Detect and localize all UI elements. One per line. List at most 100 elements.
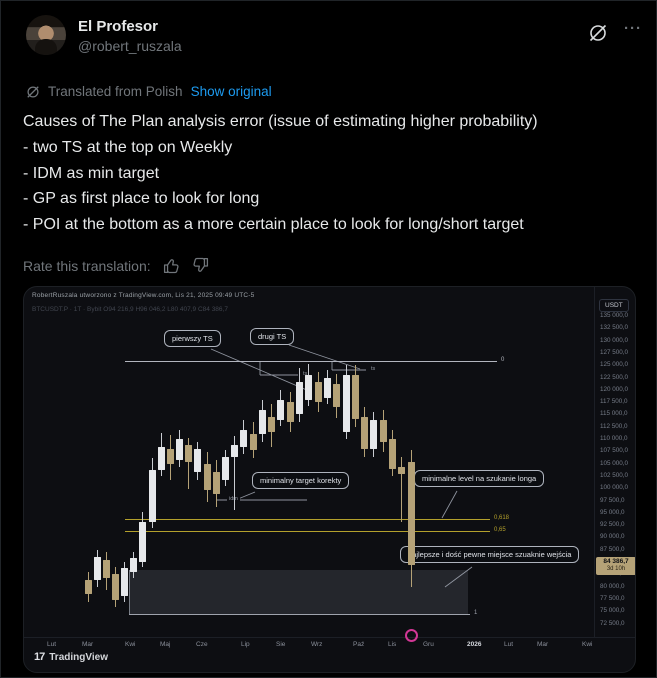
chart-image[interactable]: RobertRuszala utworzono z TradingView.co…: [23, 286, 636, 673]
price-axis-label: 110 000,0: [600, 435, 628, 442]
time-axis-label: Gru: [423, 641, 434, 648]
tweet-text-line: - GP as first place to look for long: [23, 190, 260, 208]
time-axis-label: Maj: [160, 641, 171, 648]
price-axis: USDT 135 000,0 132 500,0 130 000,0 127 500,…: [594, 287, 635, 637]
fib-label: 0,65: [494, 527, 506, 534]
candle-wick: [401, 457, 402, 523]
candle: [352, 375, 359, 419]
callout-best-entry: najlepsze i dość pewne miejsce szuaknie …: [400, 546, 580, 563]
price-axis-label: 122 500,0: [600, 373, 629, 381]
more-menu-button[interactable]: ···: [624, 20, 642, 37]
price-axis-label: 120 000,0: [600, 385, 629, 393]
tweet-text-line: - two TS at the top on Weekly: [23, 138, 233, 156]
callout-min-target: minimalny target korekty: [252, 472, 350, 489]
fib-line: [125, 531, 490, 533]
candle: [213, 471, 220, 495]
tradingview-logo-mark: 17: [34, 651, 45, 663]
price-axis-label: 90 000,0: [600, 533, 625, 541]
tweet-text-line: - POI at the bottom as a more certain pl…: [23, 216, 524, 234]
candle: [167, 448, 174, 465]
candle-wick: [234, 436, 235, 510]
candle: [121, 567, 128, 596]
bar-countdown: 3d 10h: [606, 566, 626, 573]
candle: [287, 402, 294, 422]
price-axis-label: 132 500,0: [600, 324, 629, 332]
candle: [315, 381, 322, 403]
candle: [194, 448, 201, 472]
tweet-text: Causes of The Plan analysis error (issue…: [23, 109, 639, 238]
candle: [240, 430, 247, 447]
show-original-link[interactable]: Show original: [190, 84, 272, 99]
ts-marker-2: ts: [369, 366, 378, 372]
time-axis-label: Lip: [241, 641, 250, 648]
candle: [268, 416, 275, 433]
price-axis-label: 77 500,0: [600, 594, 625, 602]
candle: [103, 560, 110, 579]
time-axis-label: Lut: [504, 641, 514, 648]
candle: [185, 444, 192, 463]
time-axis-label: Cze: [196, 641, 208, 648]
callout-second-ts: drugi TS: [250, 328, 295, 345]
price-axis-label: 75 000,0: [600, 607, 625, 615]
avatar[interactable]: [26, 15, 66, 55]
candle: [305, 375, 312, 401]
candle: [250, 434, 257, 450]
candle: [333, 383, 340, 407]
price-axis-label: 100 000,0: [600, 484, 629, 492]
user-handle[interactable]: @robert_ruszala: [78, 38, 182, 54]
price-axis-label: 127 500,0: [600, 348, 629, 356]
chart-symbol-line: BTCUSDT.P · 1T · Bybit O94 216,9 H96 046…: [32, 306, 228, 313]
time-axis-label: Kwi: [125, 641, 136, 648]
time-axis-label: Lis: [388, 641, 397, 648]
idm-marker: idm: [227, 496, 240, 502]
axis-currency-label: USDT: [599, 299, 629, 312]
current-price-tag: 84 386,7 3d 10h: [596, 556, 635, 576]
translated-from-label: Translated from Polish: [48, 84, 183, 99]
thumbs-down-icon[interactable]: [192, 257, 209, 274]
current-price: 84 386,7: [603, 558, 629, 566]
grok-icon[interactable]: [588, 23, 608, 43]
rate-translation-label: Rate this translation:: [23, 257, 151, 274]
tradingview-logo: 17 TradingView: [34, 651, 108, 663]
ts-marker-1: ts: [301, 371, 310, 377]
candle: [259, 409, 266, 435]
candle: [398, 467, 405, 474]
callout-min-long-level: minimalne level na szukanie longa: [414, 470, 545, 487]
thumbs-up-icon[interactable]: [163, 257, 180, 274]
time-axis-label: Paź: [353, 641, 365, 648]
time-axis-label: 2026: [467, 641, 482, 648]
candle: [94, 557, 101, 581]
chart-attribution: RobertRuszala utworzono z TradingView.co…: [32, 292, 255, 299]
callout-first-ts: pierwszy TS: [164, 330, 221, 347]
price-axis-label: 105 000,0: [600, 459, 629, 467]
time-axis-label: Mar: [82, 641, 94, 648]
time-axis: Lut Mar Kwi Maj Cze Lip Sie Wrz Paź Lis Gru 2026 Lut…: [24, 637, 635, 652]
candle: [343, 375, 350, 433]
candle: [176, 439, 183, 461]
fib-line: [129, 614, 470, 616]
candle: [158, 446, 165, 470]
candle: [139, 522, 146, 562]
translation-bar: Translated from Polish Show original: [26, 84, 272, 99]
candle: [204, 464, 211, 491]
time-axis-label: Wrz: [311, 641, 323, 648]
fib-label: 0: [501, 357, 505, 364]
candle: [222, 457, 229, 480]
price-axis-label: 72 500,0: [600, 619, 625, 627]
price-axis-label: 95 000,0: [600, 508, 625, 516]
candle: [380, 419, 387, 442]
candle: [408, 462, 415, 565]
candle: [389, 439, 396, 469]
fib-label: 0,618: [494, 515, 510, 522]
price-axis-label: 102 500,0: [600, 471, 629, 479]
display-name[interactable]: El Profesor: [78, 18, 159, 35]
fib-line: [125, 361, 497, 363]
time-axis-label: Lut: [47, 641, 57, 648]
price-axis-label: 117 500,0: [600, 398, 628, 406]
tweet-text-line: - IDM as min target: [23, 164, 160, 182]
price-axis-label: 125 000,0: [600, 361, 629, 369]
candle: [370, 419, 377, 449]
price-axis-label: 115 000,0: [600, 410, 628, 418]
candle-wick: [188, 438, 189, 490]
fib-line: [125, 519, 490, 521]
